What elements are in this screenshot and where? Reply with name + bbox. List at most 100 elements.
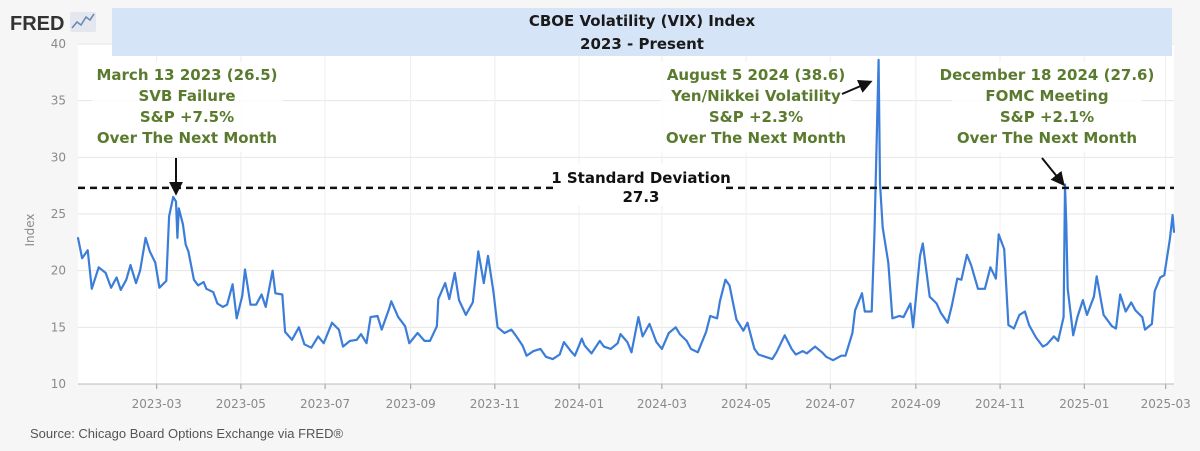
source-note: Source: Chicago Board Options Exchange v… [30,426,343,441]
data-point [203,281,205,283]
data-point [182,223,184,225]
data-point [1163,274,1165,276]
data-point [172,196,174,198]
data-point [377,315,379,317]
data-point [331,322,333,324]
data-point [533,350,535,352]
annotation-text: Over The Next Month [97,129,277,147]
data-point [381,329,383,331]
y-tick-label: 20 [51,264,66,278]
x-tick-label: 2024-11 [975,397,1025,411]
data-point [465,314,467,316]
annotation-text: S&P +2.1% [1000,108,1094,126]
data-point [995,278,997,280]
data-point [522,345,524,347]
data-point [448,298,450,300]
x-tick-label: 2024-07 [805,397,855,411]
data-point [241,295,243,297]
data-point [919,255,921,257]
data-point [882,227,884,229]
data-point [226,304,228,306]
x-tick-label: 2023-11 [470,397,520,411]
data-point [349,340,351,342]
std-dev-value: 27.3 [622,188,659,206]
data-point [998,234,1000,236]
data-point [436,325,438,327]
data-point [139,270,141,272]
data-point [620,333,622,335]
data-point [668,332,670,334]
data-point [903,316,905,318]
data-point [845,355,847,357]
data-point [1173,231,1175,233]
data-point [338,329,340,331]
data-point [177,237,179,239]
data-point [936,303,938,305]
y-tick-label: 35 [51,94,66,108]
data-point [154,262,156,264]
data-point [599,340,601,342]
data-point [898,315,900,317]
data-point [642,336,644,338]
data-point [574,355,576,357]
data-point [1103,314,1105,316]
fred-logo-text: FRED [10,13,64,35]
annotation-text: March 13 2023 (26.5) [96,66,277,84]
data-point [1130,302,1132,304]
data-point [791,348,793,350]
annotation-text: SVB Failure [138,87,235,105]
annotation-text: S&P +7.5% [140,108,234,126]
data-point [429,340,431,342]
annotation-text: Yen/Nikkei Volatility [670,87,841,105]
data-point [977,288,979,290]
data-point [1077,316,1079,318]
data-point [105,272,107,274]
data-point [814,346,816,348]
data-point [1057,340,1059,342]
annotation-text: Over The Next Month [957,129,1137,147]
data-point [366,342,368,344]
y-tick-label: 30 [51,150,66,164]
data-point [552,358,554,360]
data-point [515,334,517,336]
data-point [892,317,894,319]
data-point [1008,324,1010,326]
data-point [1159,277,1161,279]
data-point [1111,325,1113,327]
data-point [250,304,252,306]
data-point [929,296,931,298]
data-point [159,287,161,289]
data-point [912,326,914,328]
x-tick-label: 2023-05 [216,397,266,411]
data-point [493,291,495,293]
data-point [631,351,633,353]
data-point [206,288,208,290]
annotation-2: August 5 2024 (38.6)Yen/Nikkei Volatilit… [661,62,870,152]
annotation-text: S&P +2.3% [709,108,803,126]
data-point [940,312,942,314]
data-point [1035,337,1037,339]
chart-title: CBOE Volatility (VIX) Index [529,12,756,30]
data-point [638,316,640,318]
data-point [1063,316,1065,318]
data-point [742,330,744,332]
data-point [697,351,699,353]
data-point [584,345,586,347]
data-point [87,249,89,251]
data-point [185,244,187,246]
data-point [840,355,842,357]
data-point [388,309,390,311]
data-point [135,282,137,284]
data-point [298,326,300,328]
data-point [765,356,767,358]
data-point [563,341,565,343]
data-point [360,333,362,335]
data-point [165,280,167,282]
data-point [540,348,542,350]
y-tick-label: 10 [51,377,66,391]
data-point [91,288,93,290]
data-point [424,340,426,342]
data-point [795,354,797,356]
data-point [281,294,283,296]
data-point [1141,316,1143,318]
